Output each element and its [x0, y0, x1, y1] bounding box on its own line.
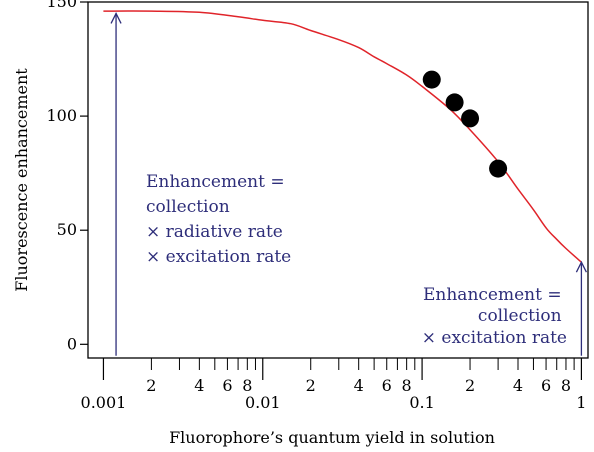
annotation-left-line-1: Enhancement =: [146, 172, 285, 192]
series-curve: [103, 10, 582, 263]
x-major-tick-label-2: 0.1: [409, 393, 434, 412]
data-point-1: [445, 93, 464, 112]
x-minor-tick-label-18: 4: [513, 376, 523, 395]
data-point-0: [422, 70, 441, 89]
annotation-right-line-3: × excitation rate: [422, 328, 567, 348]
x-minor-tick-label-16: 2: [465, 376, 475, 395]
y-tick-label-1: 50: [57, 220, 77, 239]
y-tick-label-3: 150: [46, 0, 77, 11]
x-minor-tick-label-4: 6: [222, 376, 232, 395]
annotation-left-line-4: × excitation rate: [146, 247, 291, 267]
x-major-tick-label-3: 1: [576, 393, 586, 412]
y-tick-label-0: 0: [67, 334, 77, 353]
x-axis-title: Fluorophore’s quantum yield in solution: [169, 428, 495, 447]
x-minor-tick-label-20: 6: [541, 376, 551, 395]
x-minor-tick-label-10: 4: [354, 376, 364, 395]
plot-frame: [87, 1, 589, 359]
annotation-left-line-2: collection: [146, 197, 230, 217]
x-minor-tick-label-12: 6: [382, 376, 392, 395]
data-point-3: [489, 159, 508, 178]
x-minor-tick-label-0: 2: [146, 376, 156, 395]
x-minor-tick-label-2: 4: [194, 376, 204, 395]
annotation-right-line-1: Enhancement =: [423, 285, 562, 305]
annotation-arrow-0: [110, 11, 122, 356]
y-axis-title: Fluorescence enhancement: [12, 68, 31, 292]
annotation-right: Enhancement = collection × excitation ra…: [422, 285, 567, 348]
x-minor-tick-label-14: 8: [402, 376, 412, 395]
x-minor-tick-label-8: 2: [306, 376, 316, 395]
annotation-arrow-1: [575, 260, 587, 356]
series-points: [422, 70, 508, 178]
annotation-right-line-2: collection: [478, 306, 562, 326]
x-axis: 0.001 0.01 0.1 12 4 6 8 2 4 6 8 2 4 6 8: [81, 358, 586, 412]
annotation-left-line-3: × radiative rate: [146, 222, 283, 242]
y-axis: 0 50 100 150: [46, 0, 88, 353]
x-major-tick-label-1: 0.01: [245, 393, 281, 412]
annotation-left: Enhancement = collection × radiative rat…: [146, 172, 291, 267]
annotation-arrows: [110, 11, 587, 356]
x-major-tick-label-0: 0.001: [81, 393, 127, 412]
data-point-2: [461, 109, 480, 128]
x-minor-tick-label-6: 8: [242, 376, 252, 395]
x-minor-tick-label-22: 8: [561, 376, 571, 395]
y-tick-label-2: 100: [46, 106, 77, 125]
